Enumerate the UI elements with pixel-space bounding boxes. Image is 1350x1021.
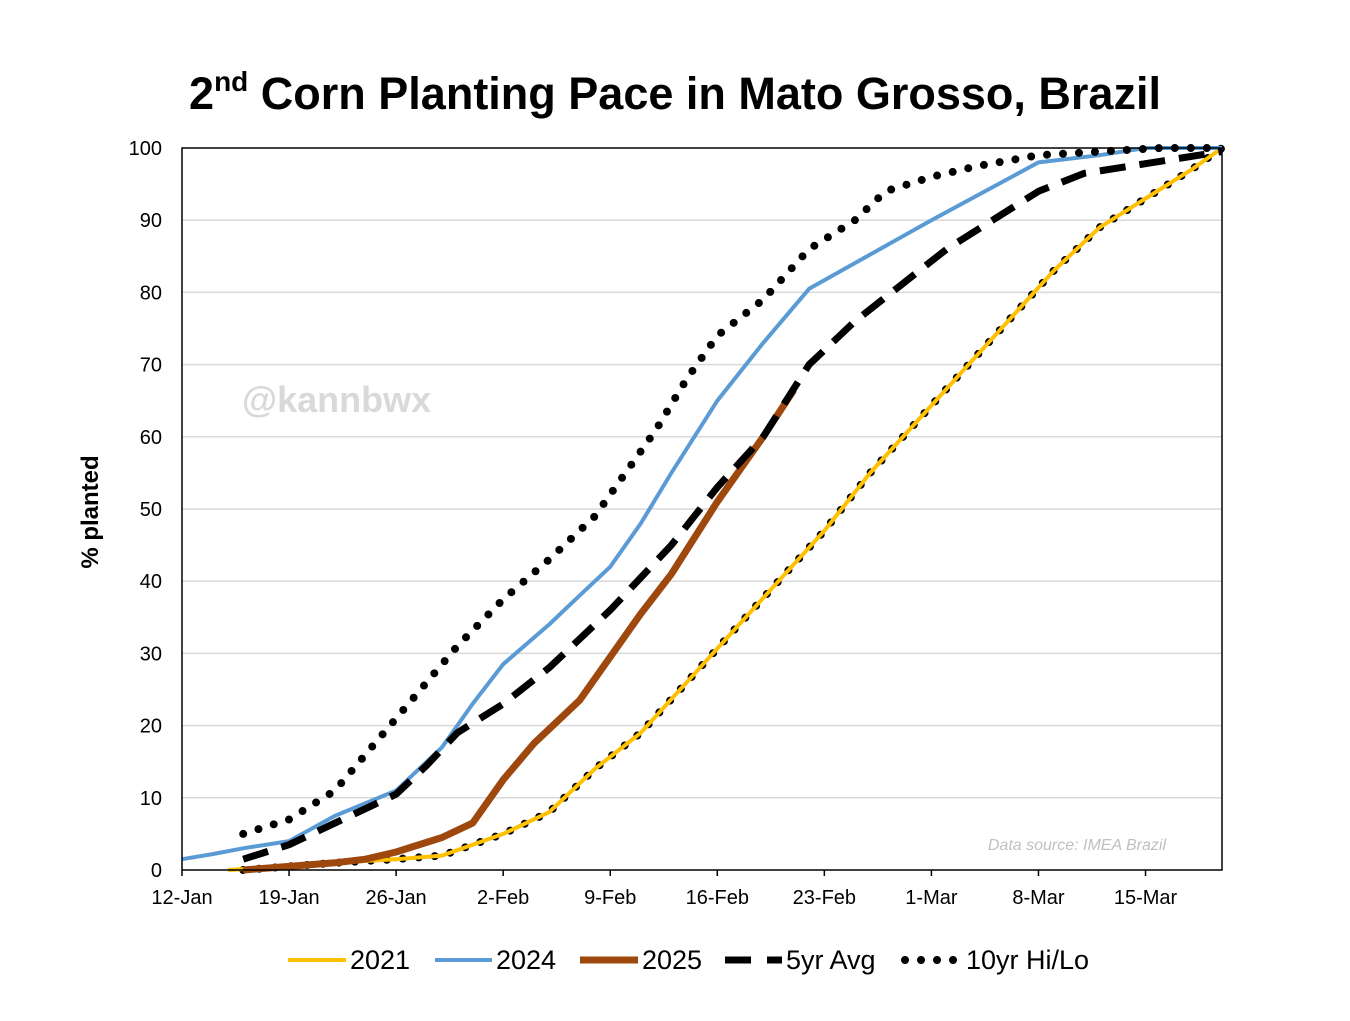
legend: 2021 2024 2025 5yr Avg 10yr Hi/Lo [288,945,1089,975]
x-tick-label: 23-Feb [793,887,856,909]
y-tick-label: 70 [140,355,162,377]
legend-label-2021: 2021 [350,945,410,975]
gridlines [182,219,1222,799]
x-tick-label: 1-Mar [905,887,958,909]
data-source-note: Data source: IMEA Brazil [988,837,1167,854]
y-axis-label: % planted [77,455,104,568]
legend-label-5yr-avg: 5yr Avg [786,945,876,975]
y-tick-label: 90 [140,210,162,232]
x-tick-label: 16-Feb [686,887,749,909]
y-tick-label: 60 [140,427,162,449]
watermark: @kannbwx [242,379,431,420]
y-tick-label: 20 [140,716,162,738]
series-line-2024 [181,146,1222,862]
x-tick-label: 26-Jan [366,887,427,909]
series-line-2025 [242,387,797,874]
x-tick-label: 8-Mar [1012,887,1065,909]
y-tick-label: 80 [140,282,162,304]
series-line-2021 [227,146,1224,872]
y-tick-label: 0 [151,860,162,882]
y-tick-label: 100 [129,138,162,160]
y-tick-label: 30 [140,643,162,665]
x-tick-label: 2-Feb [477,887,529,909]
series-line-5yr-avg [242,148,1223,863]
series-line-10yr-hi-lo [239,144,1226,838]
y-tick-label: 10 [140,788,162,810]
legend-label-2025: 2025 [642,945,702,975]
chart-title: 2nd Corn Planting Pace in Mato Grosso, B… [189,66,1161,119]
y-tick-label: 50 [140,499,162,521]
x-tick-label: 9-Feb [584,887,636,909]
plot-area-border [181,147,1223,871]
legend-label-2024: 2024 [496,945,556,975]
x-tick-label: 12-Jan [151,887,212,909]
axis-ticks: 0 10 20 30 40 50 60 70 80 90 100 12-Jan 19-Jan 26-Jan… [129,138,1178,909]
x-tick-label: 15-Mar [1114,887,1178,909]
x-tick-label: 19-Jan [258,887,319,909]
y-tick-label: 40 [140,571,162,593]
legend-label-10yr-hi-lo: 10yr Hi/Lo [966,945,1089,975]
series-lines [181,144,1226,874]
